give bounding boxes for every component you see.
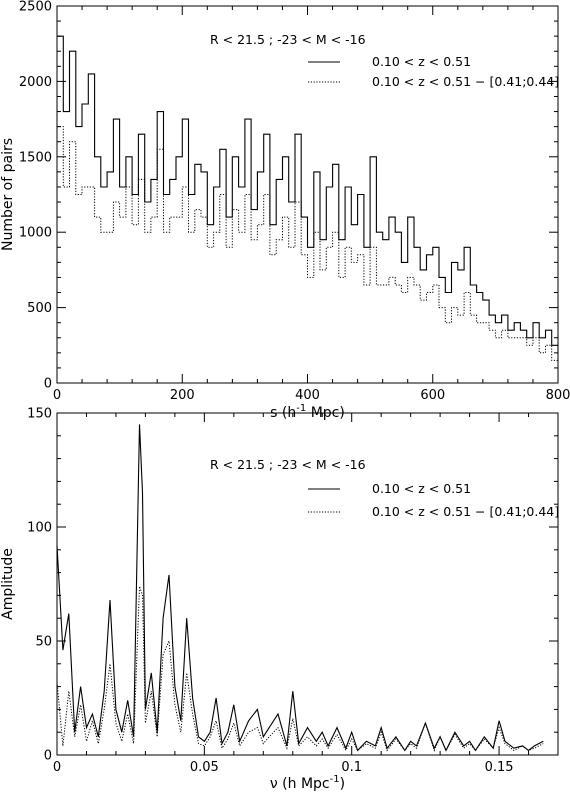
y-tick-label: 2000 <box>19 75 52 90</box>
series-line-subtracted <box>57 586 544 752</box>
chart-annotation: R < 21.5 ; -23 < M < -16 <box>210 457 366 472</box>
y-tick-label: 0 <box>44 377 52 392</box>
x-tick-label: 0 <box>53 760 61 775</box>
x-axis-title: ν (h Mpc-1) <box>270 774 345 792</box>
y-tick-label: 2500 <box>19 0 52 15</box>
x-axis-title: s (h-1 Mpc) <box>270 403 345 421</box>
y-axis-title: Amplitude <box>0 548 16 620</box>
y-tick-label: 150 <box>27 407 52 422</box>
x-tick-label: 600 <box>420 388 445 403</box>
legend-label: 0.10 < z < 0.51 − [0.41;0.44] <box>372 504 559 519</box>
y-tick-label: 500 <box>27 301 52 316</box>
series-line-full <box>57 424 544 752</box>
y-tick-label: 1000 <box>19 226 52 241</box>
y-tick-label: 100 <box>27 521 52 536</box>
series-line-full <box>57 35 558 354</box>
series-line-subtracted <box>57 126 558 369</box>
legend-label: 0.10 < z < 0.51 <box>372 481 471 496</box>
x-tick-label: 0.15 <box>485 760 514 775</box>
x-tick-label: 200 <box>170 388 195 403</box>
legend-label: 0.10 < z < 0.51 <box>372 54 471 69</box>
x-tick-label: 400 <box>295 388 320 403</box>
x-tick-label: 0 <box>53 388 61 403</box>
y-tick-label: 1500 <box>19 150 52 165</box>
legend-label: 0.10 < z < 0.51 − [0.41;0.44] <box>372 74 559 89</box>
chart-annotation: R < 21.5 ; -23 < M < -16 <box>210 32 366 47</box>
bottom-panel: 0 0.05 0.1 0.15 0 50 100 150 ν (h Mpc-1) Amplitud… <box>0 407 559 793</box>
y-axis-title: Number of pairs <box>0 138 16 251</box>
x-tick-label: 800 <box>546 388 570 403</box>
x-tick-label: 0.1 <box>341 760 362 775</box>
y-tick-label: 0 <box>44 749 52 764</box>
y-tick-label: 50 <box>35 635 52 650</box>
top-panel: 0 200 400 600 800 0 500 1000 1500 2000 2500 s (h-1 … <box>0 0 570 421</box>
x-tick-label: 0.05 <box>190 760 219 775</box>
plot-frame <box>56 412 559 756</box>
